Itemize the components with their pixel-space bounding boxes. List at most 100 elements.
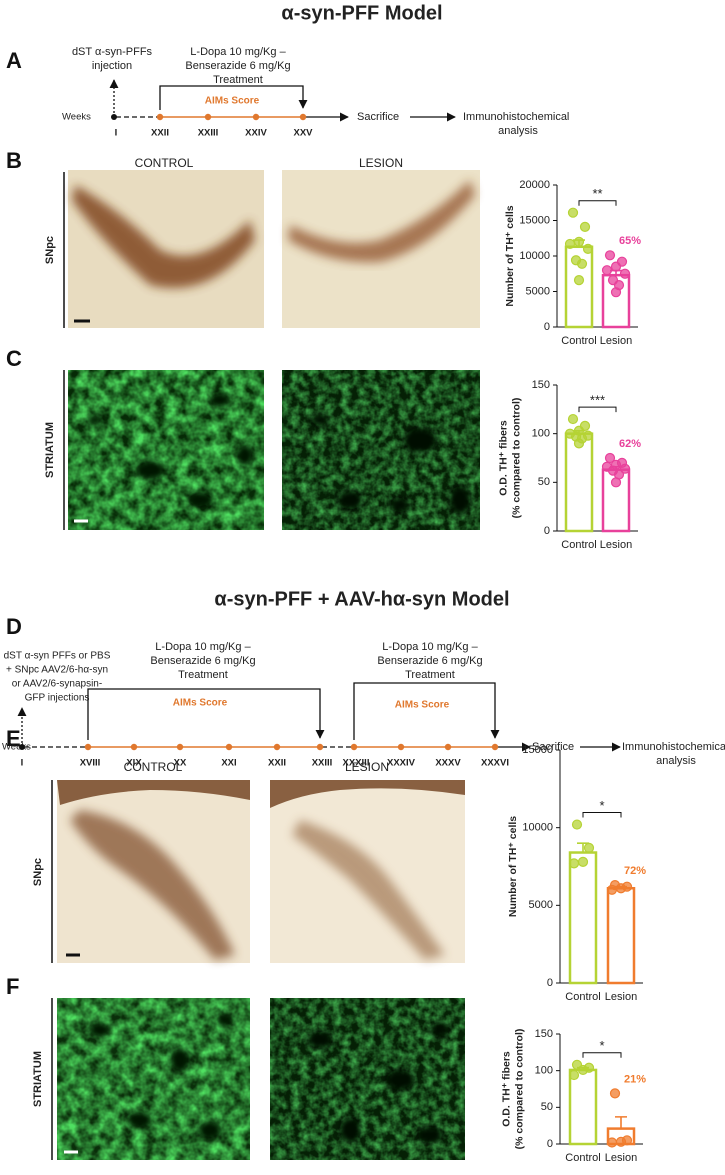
- week: XXIV: [245, 128, 267, 139]
- week: XVIII: [80, 758, 101, 769]
- percent-label: 65%: [619, 235, 641, 247]
- panel-label: D: [6, 614, 22, 639]
- bar-chart: 0 50 100 150 O.D. TH⁺ fibers (% compared to c…: [497, 379, 641, 551]
- bar: [606, 886, 636, 985]
- y-tick-label: 0: [544, 525, 550, 537]
- title: α-syn-PFF Model: [281, 2, 442, 24]
- x-tick-label: Control: [565, 991, 600, 1003]
- label: or AAV2/6-synapsin-: [12, 679, 102, 690]
- significance-bracket: [578, 200, 617, 206]
- data-point: [571, 819, 583, 830]
- data-point: [573, 438, 585, 449]
- bar-chart: 0 5000 10000 15000 Number of TH⁺ cells Contro…: [507, 744, 646, 1003]
- column-label: CONTROL: [124, 760, 183, 774]
- data-point: [604, 452, 616, 464]
- data-point: [609, 1088, 621, 1099]
- label: analysis: [498, 125, 538, 137]
- data-point: [610, 261, 622, 272]
- week: XXI: [221, 758, 236, 769]
- timeline-d: dST α-syn PFFs or PBS + SNpc AAV2/6-hα-s…: [2, 641, 725, 769]
- label: Treatment: [405, 669, 455, 681]
- label: analysis: [656, 755, 696, 767]
- significance: **: [592, 186, 602, 201]
- data-point: [577, 1064, 589, 1076]
- column-label: LESION: [359, 156, 403, 170]
- data-point: [579, 221, 591, 232]
- percent-label: 21%: [624, 1073, 646, 1085]
- label: L-Dopa 10 mg/Kg –: [155, 641, 251, 653]
- x-tick-label: Lesion: [600, 335, 632, 347]
- week: XXXVI: [481, 758, 509, 769]
- axis-label: Weeks: [2, 742, 31, 753]
- week: XXIII: [312, 758, 333, 769]
- panel-label: C: [6, 346, 22, 371]
- panel-label: E: [6, 726, 21, 751]
- bar: [564, 432, 594, 533]
- x-tick-label: Lesion: [600, 539, 632, 551]
- x-tick-label: Lesion: [605, 991, 637, 1003]
- panel-label: B: [6, 148, 22, 173]
- axis-label: Weeks: [62, 112, 91, 123]
- y-tick-label: 10000: [522, 822, 553, 834]
- data-point: [567, 413, 579, 425]
- significance: *: [599, 798, 604, 813]
- label: dST α-syn-PFFs: [72, 46, 153, 58]
- data-point: [610, 477, 622, 488]
- data-point: [601, 265, 613, 276]
- label: Sacrifice: [532, 741, 574, 753]
- score: AIMs Score: [205, 96, 260, 107]
- timeline-a: dST α-syn-PFFs injection L-Dopa 10 mg/Kg…: [62, 46, 569, 139]
- x-tick-label: Control: [565, 1152, 600, 1164]
- score: AIMs Score: [395, 700, 450, 711]
- y-tick-label: 5000: [526, 285, 550, 297]
- y-axis-label: Number of TH⁺ cells: [507, 816, 519, 917]
- y-axis-label: (% compared to control): [513, 1029, 525, 1150]
- data-point: [619, 268, 631, 279]
- y-tick-label: 0: [544, 321, 550, 333]
- column-label: CONTROL: [135, 156, 194, 170]
- data-point: [568, 858, 580, 869]
- micrographs: CONTROL LESION CONTROL LESION SNpc STRIA…: [32, 156, 480, 1160]
- week: XX: [174, 758, 187, 769]
- data-point: [619, 463, 631, 474]
- y-axis-label: O.D. TH⁺ fibers: [500, 1051, 512, 1127]
- y-tick-label: 150: [532, 379, 550, 391]
- label: Immunohistochemical: [463, 111, 569, 123]
- label: dST α-syn PFFs or PBS: [4, 651, 111, 662]
- y-tick-label: 150: [535, 1028, 553, 1040]
- significance-bracket: [578, 406, 617, 413]
- week: XXV: [293, 128, 313, 139]
- label: Treatment: [213, 74, 263, 86]
- label: injection: [92, 60, 132, 72]
- significance: ***: [590, 393, 605, 408]
- data-point: [576, 258, 588, 269]
- y-axis-label: Number of TH⁺ cells: [504, 205, 516, 306]
- label: Benserazide 6 mg/Kg: [377, 655, 482, 667]
- label: L-Dopa 10 mg/Kg –: [190, 46, 286, 58]
- percent-label: 72%: [624, 865, 646, 877]
- y-tick-label: 0: [547, 977, 553, 989]
- y-tick-label: 100: [532, 428, 550, 440]
- percent-label: 62%: [619, 438, 641, 450]
- y-axis-label: O.D. TH⁺ fibers: [497, 420, 509, 496]
- y-tick-label: 0: [547, 1138, 553, 1150]
- x-tick-label: Lesion: [605, 1152, 637, 1164]
- y-tick-label: 100: [535, 1065, 553, 1077]
- y-tick-label: 50: [538, 476, 550, 488]
- data-point: [573, 236, 585, 247]
- row-label: SNpc: [32, 858, 44, 886]
- y-tick-label: 5000: [529, 899, 553, 911]
- week: XXXV: [435, 758, 461, 769]
- label: Benserazide 6 mg/Kg: [185, 60, 290, 72]
- score: AIMs Score: [173, 698, 228, 709]
- week: XXXIII: [343, 758, 370, 769]
- data-point: [582, 243, 594, 254]
- error-bar: [615, 1116, 627, 1129]
- week: XXXIV: [387, 758, 416, 769]
- label: Sacrifice: [357, 111, 399, 123]
- x-tick-label: Control: [561, 539, 596, 551]
- data-point: [577, 856, 589, 867]
- row-label: STRIATUM: [32, 1051, 44, 1107]
- data-point: [606, 1137, 618, 1148]
- y-axis-label: (% compared to control): [510, 398, 522, 519]
